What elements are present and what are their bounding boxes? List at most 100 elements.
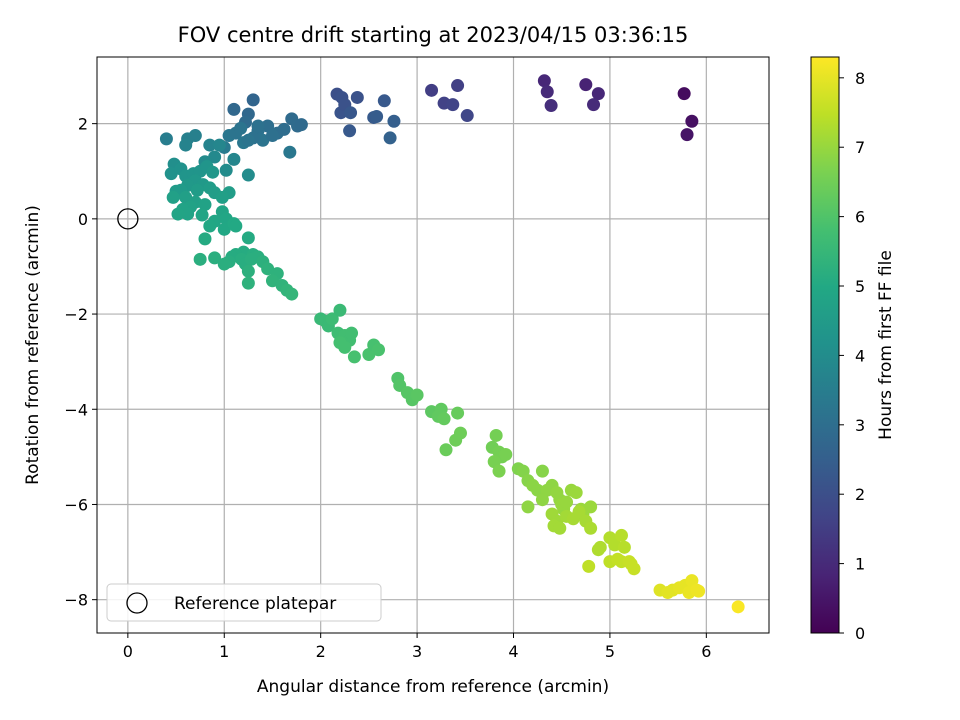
data-point [244, 252, 258, 266]
data-point [370, 110, 384, 124]
data-point [195, 208, 209, 222]
data-point [285, 287, 299, 301]
data-point [587, 98, 601, 112]
colorbar-tick-label: 8 [855, 69, 865, 88]
data-point [553, 521, 567, 535]
data-point [193, 252, 207, 266]
data-point [344, 106, 358, 120]
colorbar-tick-label: 2 [855, 485, 865, 504]
x-tick-label: 5 [605, 642, 615, 661]
data-point [241, 264, 255, 278]
data-point [171, 207, 185, 221]
data-point [535, 464, 549, 478]
data-point [685, 114, 699, 128]
data-point [537, 74, 551, 88]
data-point [283, 145, 297, 159]
data-point [203, 138, 217, 152]
legend-label: Reference platepar [174, 594, 336, 614]
data-point [614, 528, 628, 542]
data-point [234, 121, 248, 135]
x-tick-label: 6 [701, 642, 711, 661]
colorbar-gradient [810, 56, 840, 634]
data-point [347, 350, 361, 364]
data-point [492, 464, 506, 478]
x-tick-label: 3 [412, 642, 422, 661]
data-point [251, 119, 265, 133]
data-point [261, 262, 275, 276]
data-point [227, 152, 241, 166]
data-point [164, 167, 178, 181]
data-point [387, 114, 401, 128]
data-point [591, 87, 605, 101]
data-point [451, 406, 465, 420]
data-point [437, 412, 451, 426]
colorbar-label: Hours from first FF file [876, 250, 896, 440]
data-point [208, 150, 222, 164]
data-point [584, 521, 598, 535]
data-point [198, 198, 212, 212]
data-point [446, 98, 460, 112]
x-tick-label: 0 [123, 642, 133, 661]
data-point [377, 94, 391, 108]
data-point [219, 163, 233, 177]
data-point [208, 251, 222, 265]
data-point [241, 168, 255, 182]
data-point [677, 87, 691, 101]
y-axis-label: Rotation from reference (arcmin) [23, 205, 43, 485]
data-point [294, 118, 308, 132]
data-point [617, 540, 631, 554]
y-tick-label: 2 [78, 115, 88, 134]
data-point [582, 559, 596, 573]
y-tick-label: −6 [64, 495, 88, 514]
data-point [569, 486, 583, 500]
data-point [584, 500, 598, 514]
data-point [540, 85, 554, 99]
data-point [241, 231, 255, 245]
data-point [277, 122, 291, 136]
data-point [350, 90, 364, 104]
data-point [246, 93, 260, 107]
data-point [265, 129, 279, 143]
data-point [206, 165, 220, 179]
data-point [181, 207, 195, 221]
data-point [166, 190, 180, 204]
data-point [535, 493, 549, 507]
data-point [215, 190, 229, 204]
data-point [425, 83, 439, 97]
data-point [560, 495, 574, 509]
data-point [410, 388, 424, 402]
data-point [217, 222, 231, 236]
colorbar-tick-label: 7 [855, 138, 865, 157]
data-point [489, 428, 503, 442]
data-point [624, 557, 638, 571]
data-point [372, 343, 386, 357]
data-point [212, 138, 226, 152]
data-point [241, 133, 255, 147]
data-point [572, 505, 586, 519]
data-point [198, 232, 212, 246]
x-tick-label: 2 [316, 642, 326, 661]
data-point [229, 219, 243, 233]
data-point [241, 276, 255, 290]
data-point [203, 219, 217, 233]
colorbar-ticks: 0 1 2 3 4 5 6 7 8 [839, 69, 865, 643]
data-point [544, 99, 558, 113]
chart-title: FOV centre drift starting at 2023/04/15 … [178, 23, 689, 47]
data-point [217, 257, 231, 271]
data-point [521, 500, 535, 514]
y-tick-label: −8 [64, 591, 88, 610]
colorbar-tick-label: 5 [855, 277, 865, 296]
data-point [325, 312, 339, 326]
data-point [345, 326, 359, 340]
data-point [731, 600, 745, 614]
axes: 0 1 2 3 4 5 6 −8 −6 −4 −2 0 2 [64, 56, 770, 661]
grid-lines [97, 57, 769, 633]
data-point [190, 183, 204, 197]
legend-box [106, 583, 382, 622]
data-point [451, 79, 465, 93]
data-point [593, 540, 607, 554]
data-point [579, 78, 593, 92]
y-tick-label: −2 [64, 305, 88, 324]
colorbar-tick-label: 0 [855, 624, 865, 643]
